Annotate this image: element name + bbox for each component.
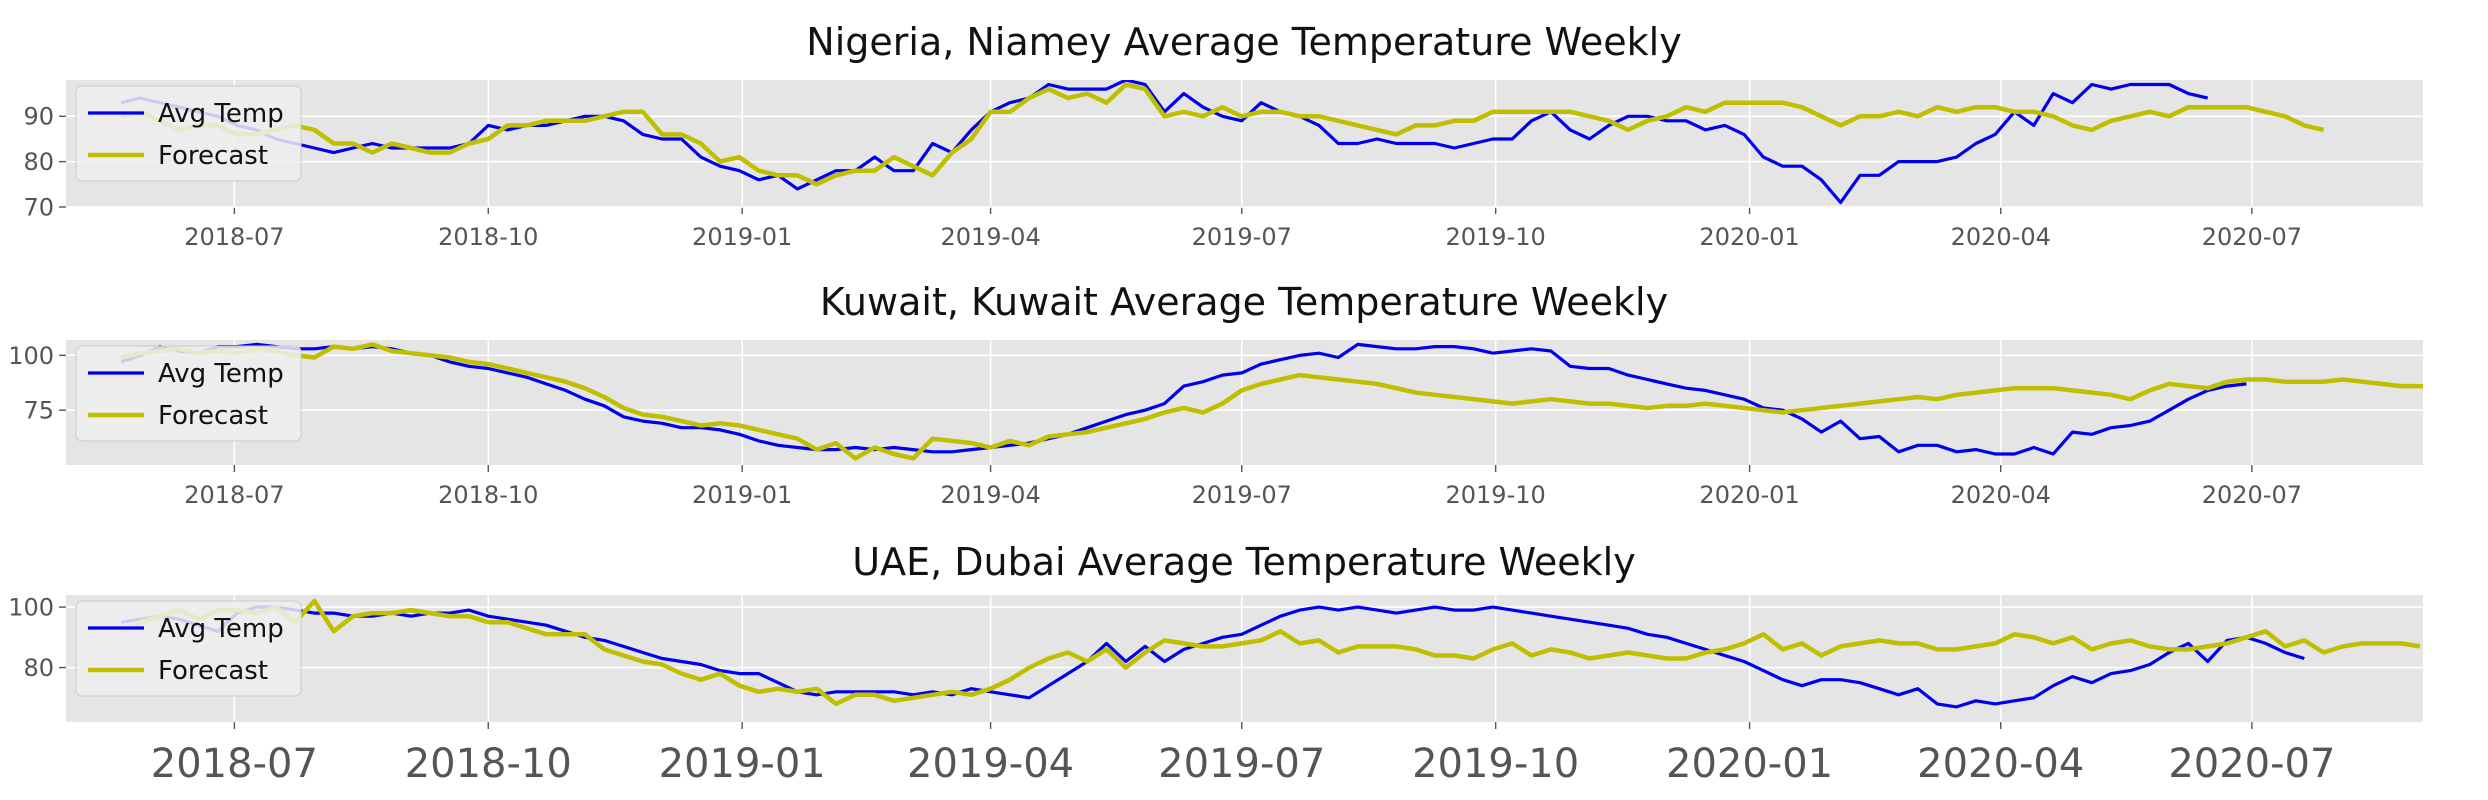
- x-tick-label: 2018-07: [151, 741, 318, 787]
- chart-plot-1: 2018-07 2018-10 2019-01 2019-04 2019-07 2019-…: [23, 80, 2423, 251]
- x-tick-label: 2020-04: [1951, 223, 2051, 251]
- y-tick-label: 75: [23, 397, 54, 425]
- x-tick-label: 2020-01: [1699, 223, 1799, 251]
- x-tick-label: 2019-01: [692, 223, 792, 251]
- x-tick-label: 2019-04: [940, 223, 1040, 251]
- plot-background: [66, 340, 2423, 465]
- legend-label: Forecast: [158, 401, 268, 431]
- x-tick-label: 2019-07: [1192, 481, 1292, 509]
- chart-plot-3: 2018-07 2018-10 2019-01 2019-04 2019-07 2019-…: [8, 593, 2423, 787]
- series-line-forecast: [120, 598, 2421, 707]
- x-tick-label: 2020-01: [1699, 481, 1799, 509]
- x-tick-label: 2019-04: [940, 481, 1040, 509]
- x-tick-label: 2020-04: [1951, 481, 2051, 509]
- y-tick-label: 100: [8, 342, 54, 370]
- x-tick-label: 2019-07: [1192, 223, 1292, 251]
- chart-title: Nigeria, Niamey Average Temperature Week…: [806, 20, 1682, 64]
- x-tick-label: 2018-10: [405, 741, 572, 787]
- legend-label: Forecast: [158, 141, 268, 171]
- x-tick-label: 2019-10: [1446, 481, 1546, 509]
- chart-panel-3: UAE, Dubai Average Temperature Weekly 20…: [0, 520, 2488, 800]
- chart-title: Kuwait, Kuwait Average Temperature Weekl…: [819, 280, 1669, 324]
- x-tick-label: 2019-10: [1446, 223, 1546, 251]
- y-tick-label: 100: [8, 593, 54, 621]
- chart-panel-2: Kuwait, Kuwait Average Temperature Weekl…: [0, 260, 2488, 520]
- series-line-avg-temp: [120, 342, 2247, 456]
- x-tick-label: 2020-07: [2202, 481, 2302, 509]
- series-line-forecast: [120, 82, 2325, 187]
- x-tick-label: 2020-04: [1917, 741, 2084, 787]
- chart-title: UAE, Dubai Average Temperature Weekly: [852, 540, 1636, 584]
- legend-label: Avg Temp: [158, 359, 284, 389]
- y-tick-label: 70: [23, 193, 54, 221]
- x-tick-label: 2018-10: [438, 481, 538, 509]
- x-tick-label: 2019-07: [1158, 741, 1325, 787]
- y-tick-label: 90: [23, 103, 54, 131]
- legend-label: Avg Temp: [158, 99, 284, 129]
- series-line-forecast: [120, 342, 2423, 461]
- x-tick-label: 2019-01: [659, 741, 826, 787]
- x-tick-label: 2018-07: [184, 223, 284, 251]
- legend-label: Forecast: [158, 656, 268, 686]
- legend-label: Avg Temp: [158, 614, 284, 644]
- chart-plot-2: 2018-07 2018-10 2019-01 2019-04 2019-07 2019-…: [8, 340, 2423, 509]
- x-tick-label: 2019-10: [1412, 741, 1579, 787]
- x-tick-label: 2020-07: [2168, 741, 2335, 787]
- y-tick-label: 80: [23, 654, 54, 682]
- series-line-avg-temp: [120, 605, 2305, 709]
- x-tick-label: 2018-07: [184, 481, 284, 509]
- chart-panel-1: Nigeria, Niamey Average Temperature Week…: [0, 0, 2488, 260]
- x-tick-label: 2018-10: [438, 223, 538, 251]
- x-tick-label: 2020-07: [2202, 223, 2302, 251]
- y-tick-label: 80: [23, 148, 54, 176]
- plot-background: [66, 80, 2423, 207]
- x-tick-label: 2019-01: [692, 481, 792, 509]
- x-tick-label: 2019-04: [907, 741, 1074, 787]
- x-tick-label: 2020-01: [1666, 741, 1833, 787]
